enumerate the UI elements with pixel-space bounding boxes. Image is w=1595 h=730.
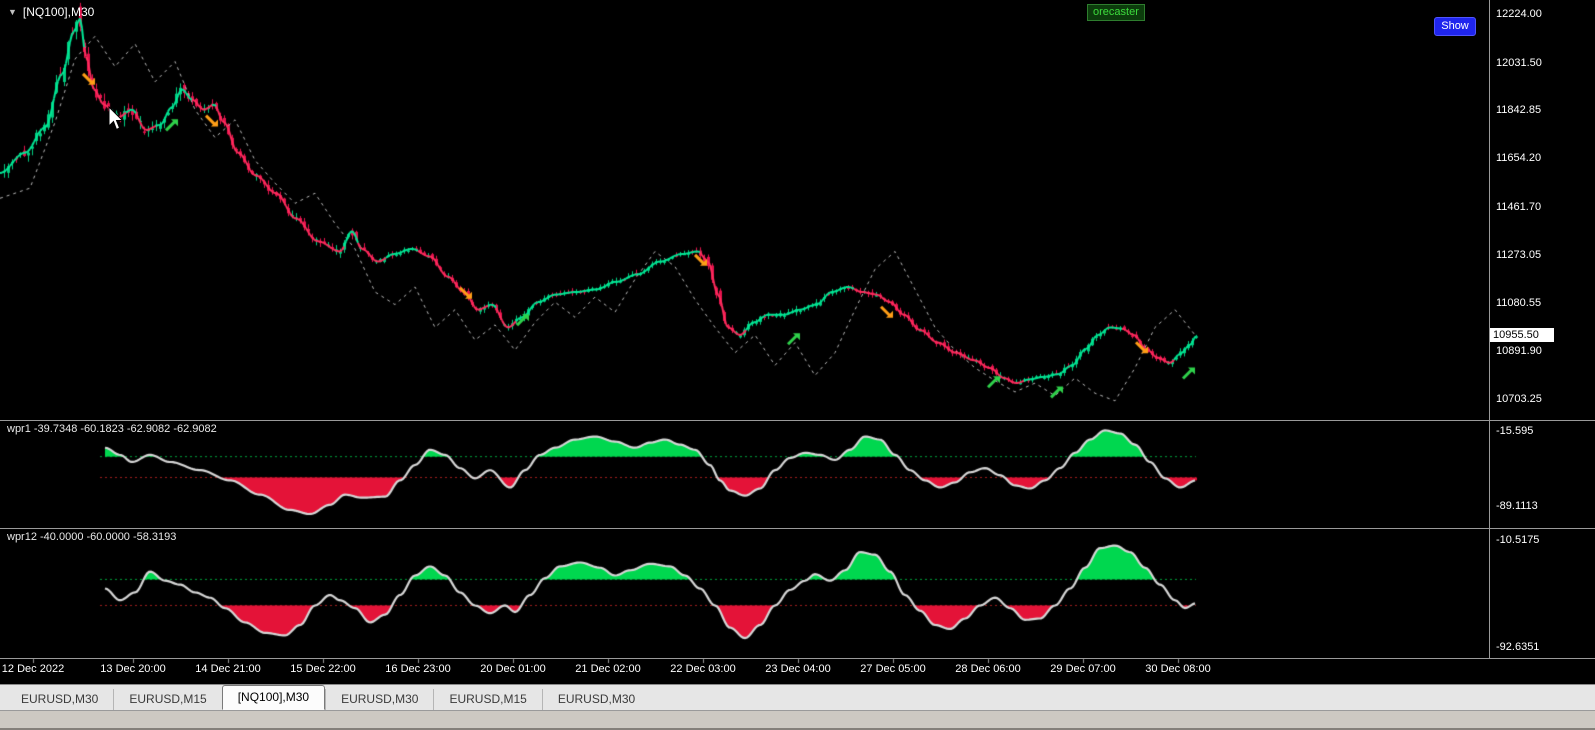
window-bottom-strip	[0, 710, 1595, 730]
wpr12-label: wpr12 -40.0000 -60.0000 -58.3193	[7, 531, 177, 543]
time-axis-label: 29 Dec 07:00	[1050, 663, 1116, 675]
price-axis-label: 11273.05	[1496, 248, 1542, 261]
price-axis-label: 10891.90	[1496, 345, 1542, 358]
price-axis-label: 11842.85	[1496, 104, 1542, 117]
price-axis-border	[1489, 0, 1490, 658]
panel-divider	[0, 420, 1595, 421]
price-axis-label: 12031.50	[1496, 56, 1542, 69]
forecaster-button[interactable]: orecaster	[1087, 4, 1145, 21]
panel-divider	[0, 528, 1595, 529]
time-axis-label: 27 Dec 05:00	[860, 663, 926, 675]
price-axis-label: 11080.55	[1496, 297, 1542, 310]
time-axis-label: 16 Dec 23:00	[385, 663, 451, 675]
time-axis-label: 12 Dec 2022	[1, 663, 65, 675]
time-axis-label: 13 Dec 20:00	[100, 663, 166, 675]
mouse-cursor	[108, 106, 124, 131]
time-axis-label: 28 Dec 06:00	[955, 663, 1021, 675]
time-axis-label: 23 Dec 04:00	[765, 663, 831, 675]
wpr12-axis-label: -92.6351	[1496, 641, 1540, 653]
show-button[interactable]: Show	[1434, 17, 1476, 36]
chart-tab[interactable]: EURUSD,M30	[21, 692, 99, 706]
symbol-timeframe-text: [NQ100],M30	[22, 5, 95, 19]
time-axis-label: 14 Dec 21:00	[195, 663, 261, 675]
price-axis-label: 11654.20	[1496, 152, 1542, 165]
chart-symbol-label: ▼ [NQ100],M30	[8, 5, 94, 19]
chart-tab[interactable]: EURUSD,M15	[433, 689, 541, 710]
price-axis-label: 10703.25	[1496, 393, 1542, 405]
chart-tab[interactable]: EURUSD,M15	[113, 689, 221, 710]
time-axis-label: 20 Dec 01:00	[480, 663, 546, 675]
time-axis-label: 22 Dec 03:00	[670, 663, 736, 675]
wpr1-label: wpr1 -39.7348 -60.1823 -62.9082 -62.9082	[7, 423, 217, 435]
collapse-triangle-icon[interactable]: ▼	[8, 7, 17, 17]
time-axis-label: 21 Dec 02:00	[575, 663, 641, 675]
price-axis-label: 11461.70	[1496, 200, 1542, 213]
chart-tab-bar: EURUSD,M30 EURUSD,M15 [NQ100],M30 EURUSD,M3…	[0, 684, 1595, 710]
current-price-tag: 10955.50	[1490, 328, 1554, 343]
panel-divider	[0, 658, 1595, 659]
time-axis-label: 15 Dec 22:00	[290, 663, 356, 675]
chart-tab[interactable]: EURUSD,M30	[325, 689, 433, 710]
price-axis-label: 12224.00	[1496, 8, 1542, 20]
chart-tab[interactable]: EURUSD,M30	[541, 689, 650, 710]
chart-tab[interactable]: [NQ100],M30	[221, 685, 326, 710]
wpr12-axis-label: -10.5175	[1496, 534, 1540, 546]
chart-canvas[interactable]	[0, 0, 1489, 684]
time-axis-label: 30 Dec 08:00	[1145, 663, 1211, 675]
wpr1-axis-label: -15.595	[1496, 425, 1534, 437]
wpr1-axis-label: -89.1113	[1496, 500, 1538, 512]
